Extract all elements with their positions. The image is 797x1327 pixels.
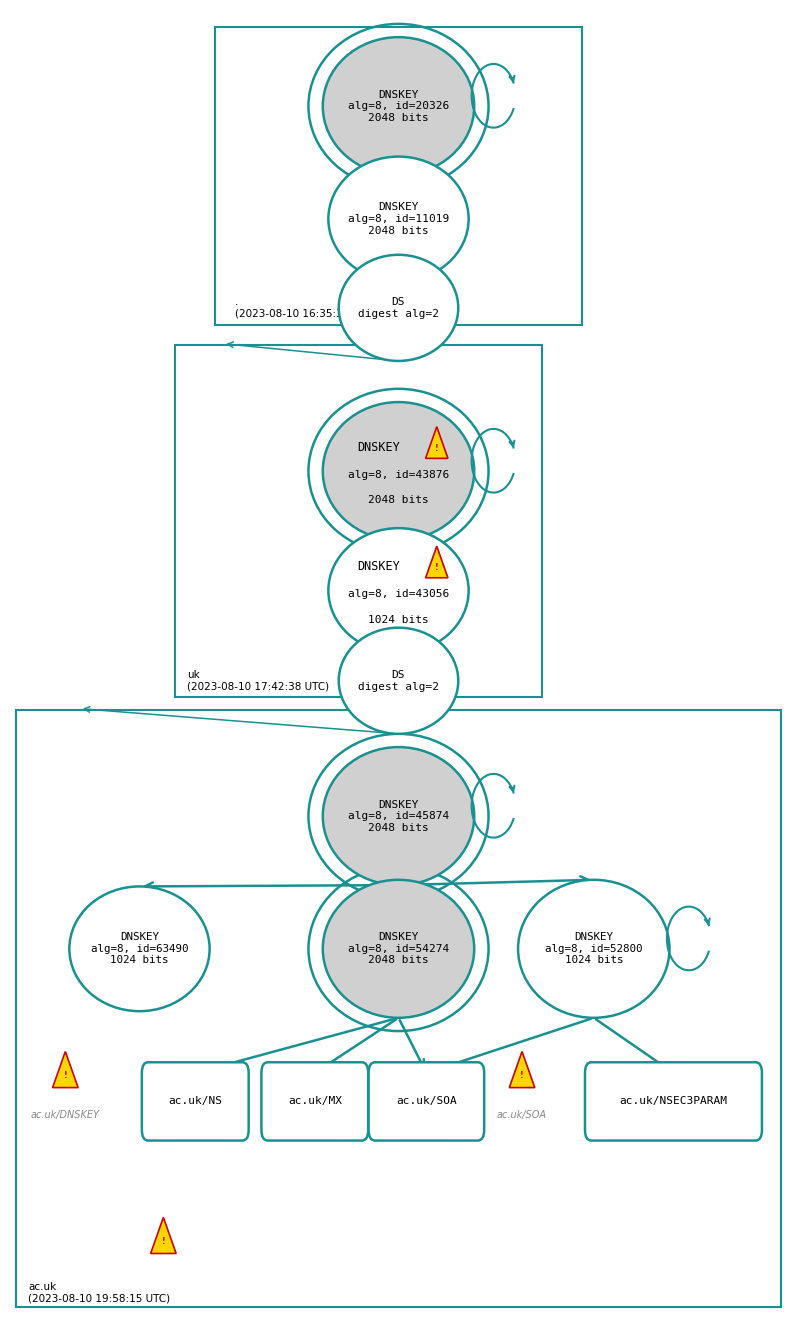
Polygon shape [426,427,448,458]
Text: DNSKEY
alg=8, id=45874
2048 bits: DNSKEY alg=8, id=45874 2048 bits [347,799,450,833]
Text: ac.uk/SOA: ac.uk/SOA [497,1109,547,1120]
Ellipse shape [69,886,210,1011]
Text: DNSKEY
alg=8, id=63490
1024 bits: DNSKEY alg=8, id=63490 1024 bits [91,932,188,966]
Text: DS
digest alg=2: DS digest alg=2 [358,297,439,318]
Ellipse shape [323,747,474,885]
FancyBboxPatch shape [368,1062,484,1140]
Ellipse shape [339,255,458,361]
Text: ac.uk/MX: ac.uk/MX [288,1096,342,1107]
Polygon shape [426,547,448,577]
Text: !: ! [435,443,438,453]
Text: ac.uk
(2023-08-10 19:58:15 UTC): ac.uk (2023-08-10 19:58:15 UTC) [28,1282,170,1303]
Ellipse shape [518,880,669,1018]
Ellipse shape [328,157,469,281]
FancyBboxPatch shape [261,1062,368,1140]
Polygon shape [53,1051,78,1088]
FancyBboxPatch shape [142,1062,249,1140]
Text: uk
(2023-08-10 17:42:38 UTC): uk (2023-08-10 17:42:38 UTC) [187,670,329,691]
Bar [175,345,542,697]
Text: ac.uk/SOA: ac.uk/SOA [396,1096,457,1107]
Text: DNSKEY
alg=8, id=54274
2048 bits: DNSKEY alg=8, id=54274 2048 bits [347,932,450,966]
Text: DNSKEY: DNSKEY [357,441,400,454]
Text: ac.uk/NS: ac.uk/NS [168,1096,222,1107]
Text: !: ! [435,563,438,572]
Text: 2048 bits: 2048 bits [368,495,429,506]
Ellipse shape [328,528,469,653]
Text: alg=8, id=43876: alg=8, id=43876 [347,470,450,480]
Text: DNSKEY
alg=8, id=52800
1024 bits: DNSKEY alg=8, id=52800 1024 bits [545,932,642,966]
Ellipse shape [323,880,474,1018]
Bar [215,27,582,325]
Text: ac.uk/NSEC3PARAM: ac.uk/NSEC3PARAM [619,1096,728,1107]
Text: alg=8, id=43056: alg=8, id=43056 [347,589,450,600]
Text: DS
digest alg=2: DS digest alg=2 [358,670,439,691]
Bar [16,710,781,1307]
Text: !: ! [64,1071,67,1080]
Ellipse shape [339,628,458,734]
FancyBboxPatch shape [585,1062,762,1140]
Ellipse shape [323,402,474,540]
Text: DNSKEY
alg=8, id=11019
2048 bits: DNSKEY alg=8, id=11019 2048 bits [347,202,450,236]
Text: !: ! [520,1071,524,1080]
Polygon shape [509,1051,535,1088]
Polygon shape [151,1217,176,1254]
Ellipse shape [323,37,474,175]
Text: DNSKEY: DNSKEY [357,560,400,573]
Text: ac.uk/DNSKEY: ac.uk/DNSKEY [31,1109,100,1120]
Text: DNSKEY
alg=8, id=20326
2048 bits: DNSKEY alg=8, id=20326 2048 bits [347,89,450,123]
Text: !: ! [162,1237,165,1246]
Text: .
(2023-08-10 16:35:37 UTC): . (2023-08-10 16:35:37 UTC) [235,297,377,318]
Text: 1024 bits: 1024 bits [368,614,429,625]
